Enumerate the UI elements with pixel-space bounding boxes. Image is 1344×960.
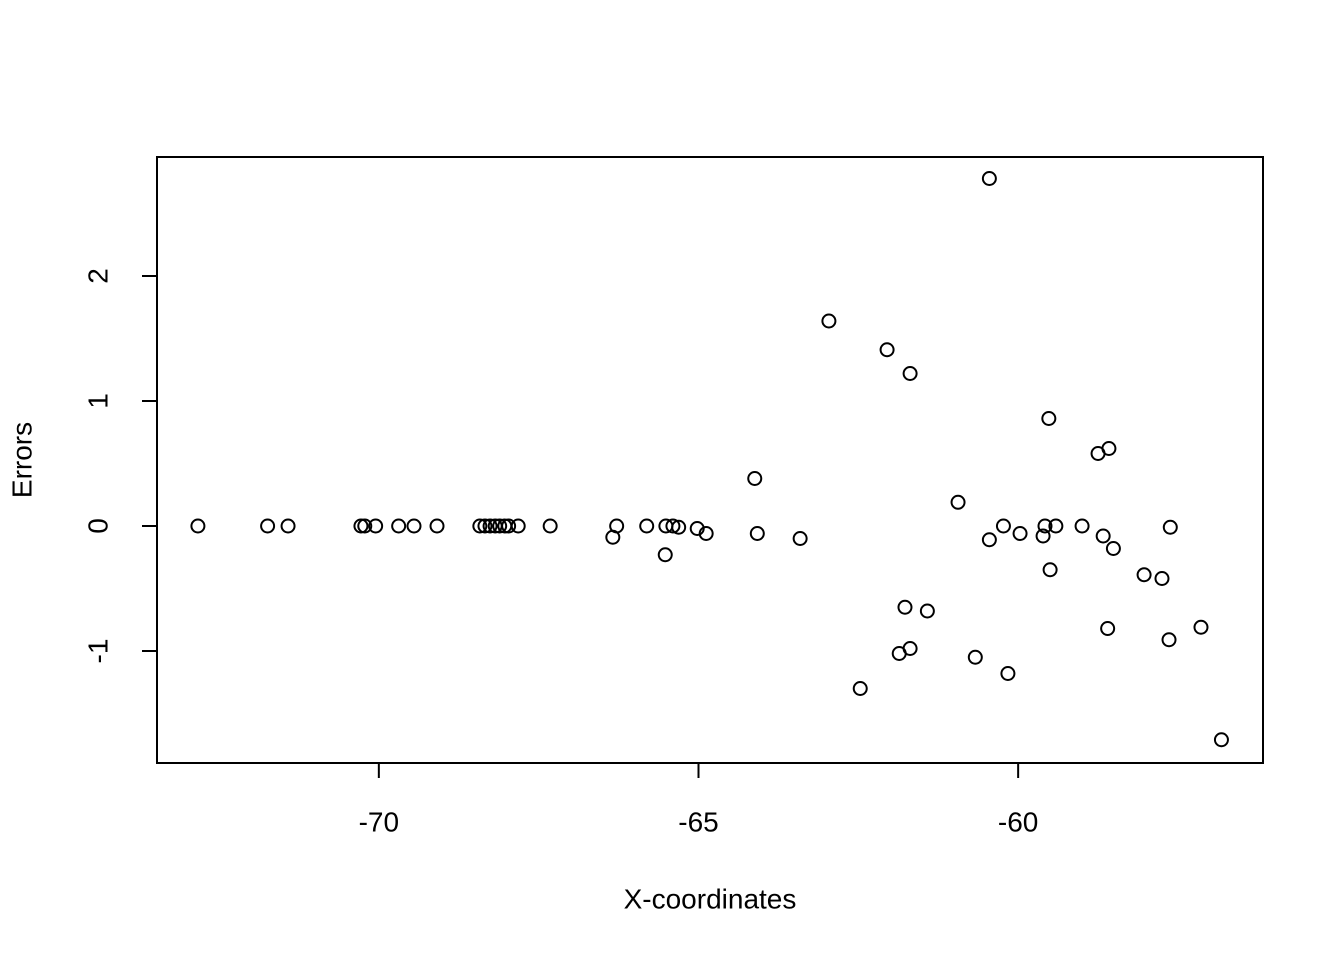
point	[482, 518, 498, 534]
point	[967, 649, 983, 665]
point	[902, 641, 918, 656]
point	[1012, 526, 1028, 541]
point	[1042, 562, 1058, 578]
point	[1101, 441, 1117, 456]
point	[749, 526, 765, 541]
point	[1154, 571, 1170, 586]
point	[1213, 732, 1229, 748]
point	[406, 518, 422, 534]
y-tick-label: -1	[82, 639, 113, 664]
point	[1035, 528, 1051, 544]
x-tick-label: -65	[678, 806, 718, 837]
point	[950, 494, 966, 510]
point	[1000, 666, 1016, 681]
point	[981, 171, 997, 186]
point	[510, 518, 526, 534]
point	[1048, 518, 1064, 534]
point	[665, 518, 681, 534]
point	[671, 519, 687, 535]
y-axis-label: Errors	[6, 422, 37, 498]
x-tick-label: -70	[359, 806, 399, 837]
plot-frame	[156, 156, 1264, 764]
point	[897, 599, 913, 615]
point	[542, 518, 558, 534]
point	[747, 471, 763, 486]
point	[879, 342, 895, 358]
point	[357, 518, 373, 534]
point	[260, 518, 276, 534]
y-tick-label: 2	[82, 268, 113, 284]
point	[1193, 619, 1209, 635]
point	[1161, 632, 1177, 648]
point	[190, 518, 206, 534]
point	[368, 518, 384, 534]
point	[477, 518, 493, 534]
point	[821, 313, 837, 329]
point	[1095, 528, 1111, 544]
x-axis-label: X-coordinates	[624, 883, 797, 914]
point	[1074, 518, 1090, 534]
point	[472, 518, 488, 534]
point	[501, 518, 517, 534]
point	[1100, 621, 1116, 636]
point	[792, 531, 808, 546]
point	[657, 547, 673, 563]
point	[1136, 567, 1152, 583]
point	[1041, 411, 1057, 426]
point	[919, 603, 935, 619]
point	[280, 518, 296, 534]
point	[852, 681, 868, 696]
y-tick-label: 1	[82, 393, 113, 409]
point	[902, 366, 918, 381]
point	[995, 518, 1011, 534]
point	[981, 532, 997, 548]
point	[1105, 541, 1121, 556]
point	[698, 526, 714, 541]
point	[391, 518, 407, 534]
y-tick-label: 0	[82, 518, 113, 534]
point	[609, 518, 625, 534]
point	[639, 518, 655, 534]
point	[1037, 518, 1053, 534]
point	[429, 518, 445, 534]
point	[1162, 519, 1178, 535]
x-tick-label: -60	[998, 806, 1038, 837]
point	[492, 518, 508, 534]
point	[353, 518, 369, 534]
